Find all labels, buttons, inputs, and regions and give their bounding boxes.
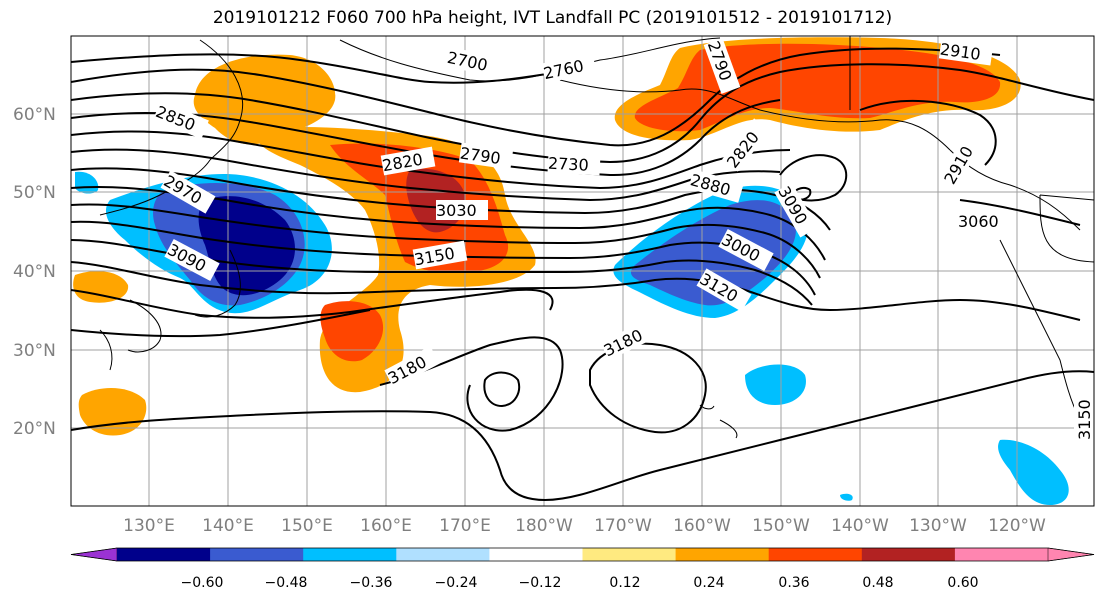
ivt-positive-region: [73, 271, 129, 303]
contour-label: 3030: [436, 201, 477, 220]
colorbar-tick-label: 0.60: [947, 575, 978, 591]
lat-label: 30°N: [13, 341, 56, 361]
colorbar-ticks: −0.60 −0.48 −0.36 −0.24 −0.12 0.12 0.24 …: [181, 575, 979, 591]
colorbar-swatches: [70, 547, 1095, 562]
lat-label: 20°N: [13, 419, 56, 439]
lon-label: 120°W: [988, 516, 1046, 536]
longitude-labels: 130°E 140°E 150°E 160°E 170°E 180°W 170°…: [123, 516, 1046, 536]
lon-label: 180°W: [515, 516, 573, 536]
colorbar-tick-label: −0.36: [350, 575, 393, 591]
contour-label: 3150: [1075, 399, 1094, 440]
ivt-negative-region: [998, 439, 1069, 505]
colorbar-tick-label: −0.12: [519, 575, 562, 591]
colorbar-swatch: [675, 548, 770, 561]
map-area: 2700 2760 2910 2850 2820 2790 2730 2880 …: [71, 36, 1094, 506]
lon-label: 170°W: [594, 516, 652, 536]
lon-label: 170°E: [439, 516, 491, 536]
colorbar-arrow-high: [1047, 547, 1095, 562]
colorbar-arrow-low: [70, 547, 118, 562]
colorbar-swatch: [303, 548, 397, 561]
ivt-positive-region: [193, 54, 336, 145]
map-frame: [70, 35, 1095, 507]
lon-label: 150°W: [752, 516, 810, 536]
colorbar: −0.60 −0.48 −0.36 −0.24 −0.12 0.12 0.24 …: [70, 547, 1095, 591]
colorbar-tick-label: 0.36: [778, 575, 809, 591]
latitude-labels: 60°N 50°N 40°N 30°N 20°N: [13, 105, 56, 439]
colorbar-tick-label: 0.24: [693, 575, 724, 591]
lat-label: 60°N: [13, 105, 56, 125]
colorbar-swatch: [117, 548, 211, 561]
lon-label: 130°E: [123, 516, 175, 536]
ivt-negative-region: [840, 493, 853, 501]
lat-label: 50°N: [13, 183, 56, 203]
ivt-positive-region: [78, 388, 147, 436]
contour-label: 3060: [958, 212, 999, 231]
colorbar-tick-label: −0.24: [435, 575, 478, 591]
contour-label: 2730: [548, 154, 590, 175]
map-title: 2019101212 F060 700 hPa height, IVT Land…: [212, 8, 893, 28]
colorbar-swatch: [861, 548, 956, 561]
lon-label: 140°W: [831, 516, 889, 536]
colorbar-tick-label: 0.12: [609, 575, 640, 591]
lat-label: 40°N: [13, 262, 56, 282]
colorbar-swatch: [582, 548, 677, 561]
colorbar-tick-label: 0.48: [862, 575, 893, 591]
lon-label: 160°E: [360, 516, 412, 536]
lon-label: 130°W: [909, 516, 967, 536]
lon-label: 140°E: [202, 516, 254, 536]
coastlines: [99, 36, 1094, 439]
lon-label: 150°E: [281, 516, 333, 536]
colorbar-frame: [70, 547, 1095, 562]
colorbar-swatch: [489, 548, 583, 561]
colorbar-swatch: [210, 548, 304, 561]
colorbar-swatch: [768, 548, 863, 561]
lon-label: 160°W: [673, 516, 731, 536]
colorbar-swatch: [396, 548, 490, 561]
colorbar-swatch: [954, 548, 1049, 561]
colorbar-tick-label: −0.60: [181, 575, 224, 591]
ivt-negative-region: [745, 364, 806, 405]
colorbar-tick-label: −0.48: [265, 575, 308, 591]
